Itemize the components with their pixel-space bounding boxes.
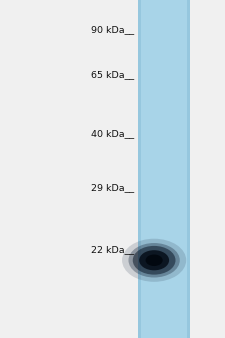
Ellipse shape — [139, 250, 169, 270]
Ellipse shape — [133, 246, 176, 274]
Text: 40 kDa__: 40 kDa__ — [91, 129, 134, 138]
Text: 22 kDa__: 22 kDa__ — [91, 246, 134, 255]
Bar — [138, 0, 190, 338]
Bar — [187, 0, 190, 338]
Ellipse shape — [122, 239, 186, 282]
Bar — [138, 0, 141, 338]
Text: 90 kDa__: 90 kDa__ — [91, 25, 134, 34]
Text: 29 kDa__: 29 kDa__ — [91, 183, 134, 192]
Text: 65 kDa__: 65 kDa__ — [91, 70, 134, 79]
Ellipse shape — [146, 255, 163, 266]
Ellipse shape — [128, 243, 180, 277]
